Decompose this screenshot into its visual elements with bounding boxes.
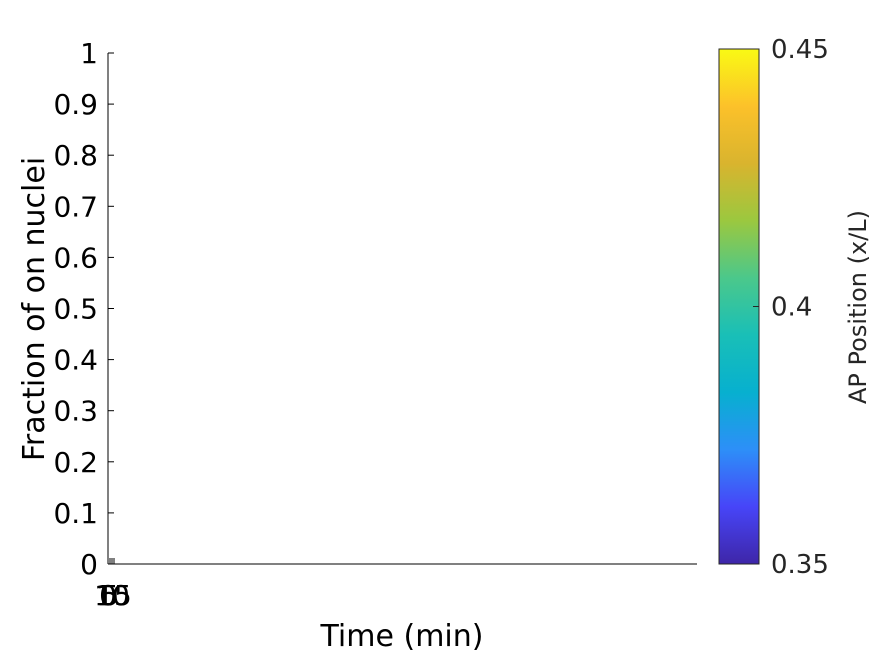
colorbar-gradient: [718, 48, 760, 565]
x-tick-label: 15: [96, 579, 132, 612]
y-tick-label: 0.7: [53, 190, 98, 223]
x-tick-label: 10: [94, 579, 130, 612]
y-tick-label: 0.3: [53, 395, 98, 428]
y-tick-label: 0.1: [53, 497, 98, 530]
y-tick-label: 0.2: [53, 446, 98, 479]
colorbar: 0.35 0.4 0.45 AP Position (x/L): [718, 35, 872, 580]
colorbar-tick-label: 0.45: [771, 35, 829, 65]
colorbar-title: AP Position (x/L): [844, 210, 872, 404]
y-axis-title: Fraction of on nuclei: [17, 157, 52, 461]
colorbar-tick-label: 0.4: [771, 293, 812, 323]
x-tick-label: 5: [101, 579, 119, 612]
y-tick-label: 0.4: [53, 344, 98, 377]
colorbar-ticks: 0.35 0.4 0.45: [753, 35, 829, 580]
y-tick-label: 1: [80, 37, 98, 70]
y-ticks: 0 0.1 0.2 0.3 0.4 0.5 0.6 0.7 0.8 0.9 1: [53, 37, 114, 581]
colorbar-tick-label: 0.35: [771, 550, 829, 580]
y-tick-label: 0.8: [53, 139, 98, 172]
y-tick-label: 0: [80, 548, 98, 581]
x-axis-title: Time (min): [320, 619, 484, 654]
y-tick-label: 0.9: [53, 88, 98, 121]
y-tick-label: 0.6: [53, 241, 98, 274]
x-tick-label: 0: [99, 579, 117, 612]
y-tick-label: 0.5: [53, 293, 98, 326]
